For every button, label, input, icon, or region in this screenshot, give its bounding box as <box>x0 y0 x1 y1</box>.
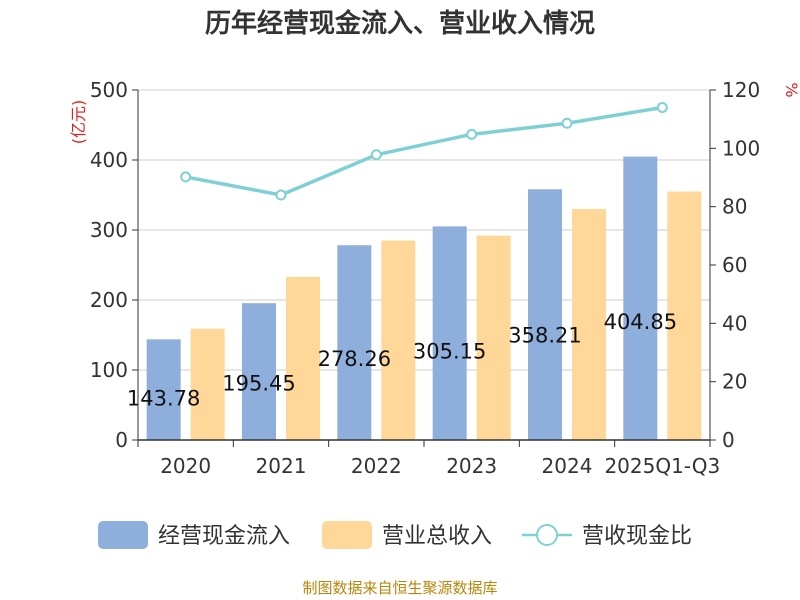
legend-marker <box>536 524 558 546</box>
legend: 经营现金流入 营业总收入 营收现金比 <box>98 521 692 549</box>
bar-0 <box>528 189 562 440</box>
data-label: 278.26 <box>318 347 391 371</box>
bar-0 <box>337 245 372 440</box>
y-left-tick-label: 100 <box>90 358 128 382</box>
legend-label: 经营现金流入 <box>158 524 290 549</box>
bar-0 <box>146 339 181 440</box>
x-tick-label: 2020 <box>160 454 211 478</box>
y-left-tick-label: 200 <box>90 288 128 312</box>
bar-1 <box>190 328 225 440</box>
x-tick-label: 2021 <box>256 454 307 478</box>
y-left-tick-label: 300 <box>90 218 128 242</box>
y-right-axis-label: % <box>782 82 800 97</box>
ratio-point <box>656 102 668 113</box>
source-note: 制图数据来自恒生聚源数据库 <box>302 579 497 597</box>
legend-swatch <box>98 521 148 549</box>
y-left-tick-label: 400 <box>90 148 128 172</box>
x-tick-label: 2025Q1-Q3 <box>604 454 720 478</box>
y-right-tick-label: 120 <box>722 78 760 102</box>
data-labels: 143.78 195.45 278.26 305.15 358.21 404.85 <box>127 310 677 411</box>
bar-1 <box>381 240 416 440</box>
legend-swatch <box>322 521 372 549</box>
bar-0 <box>623 156 658 441</box>
bar-1 <box>476 235 511 440</box>
y-right-tick-label: 60 <box>722 253 747 277</box>
legend-label: 营收现金比 <box>582 524 692 549</box>
bar-1 <box>286 276 320 440</box>
ratio-line <box>180 102 668 201</box>
bar-0 <box>432 226 467 440</box>
data-label: 358.21 <box>508 324 581 348</box>
y-left-tick-label: 500 <box>90 78 128 102</box>
bars <box>146 156 702 441</box>
axes: 0 100 200 300 400 500 0 20 40 60 80 100 120 2020 2021 2… <box>90 78 760 478</box>
chart-title: 历年经营现金流入、营业收入情况 <box>205 8 595 39</box>
y-left-tick-label: 0 <box>115 428 128 452</box>
y-right-tick-label: 0 <box>722 428 735 452</box>
ratio-line-path <box>185 105 663 197</box>
grid <box>138 89 710 371</box>
legend-label: 营业总收入 <box>382 524 492 549</box>
data-label: 143.78 <box>127 387 200 411</box>
bar-1 <box>667 191 702 440</box>
ratio-point <box>370 149 382 161</box>
x-tick-label: 2023 <box>446 454 497 478</box>
data-label: 305.15 <box>413 339 486 363</box>
x-tick-label: 2022 <box>351 454 402 478</box>
bar-0 <box>242 303 276 440</box>
x-tick-label: 2024 <box>542 454 593 478</box>
ratio-point <box>275 189 287 201</box>
y-right-tick-label: 40 <box>722 311 747 335</box>
y-right-tick-label: 100 <box>722 136 760 160</box>
data-label: 404.85 <box>604 310 677 334</box>
y-left-axis-label: (亿元) <box>69 100 88 145</box>
bar-1 <box>572 209 606 440</box>
ratio-point <box>561 117 573 129</box>
y-right-tick-label: 80 <box>722 195 747 219</box>
data-label: 195.45 <box>222 372 295 396</box>
y-right-tick-label: 20 <box>722 370 747 394</box>
ratio-point <box>466 128 478 140</box>
ratio-point <box>180 171 192 183</box>
